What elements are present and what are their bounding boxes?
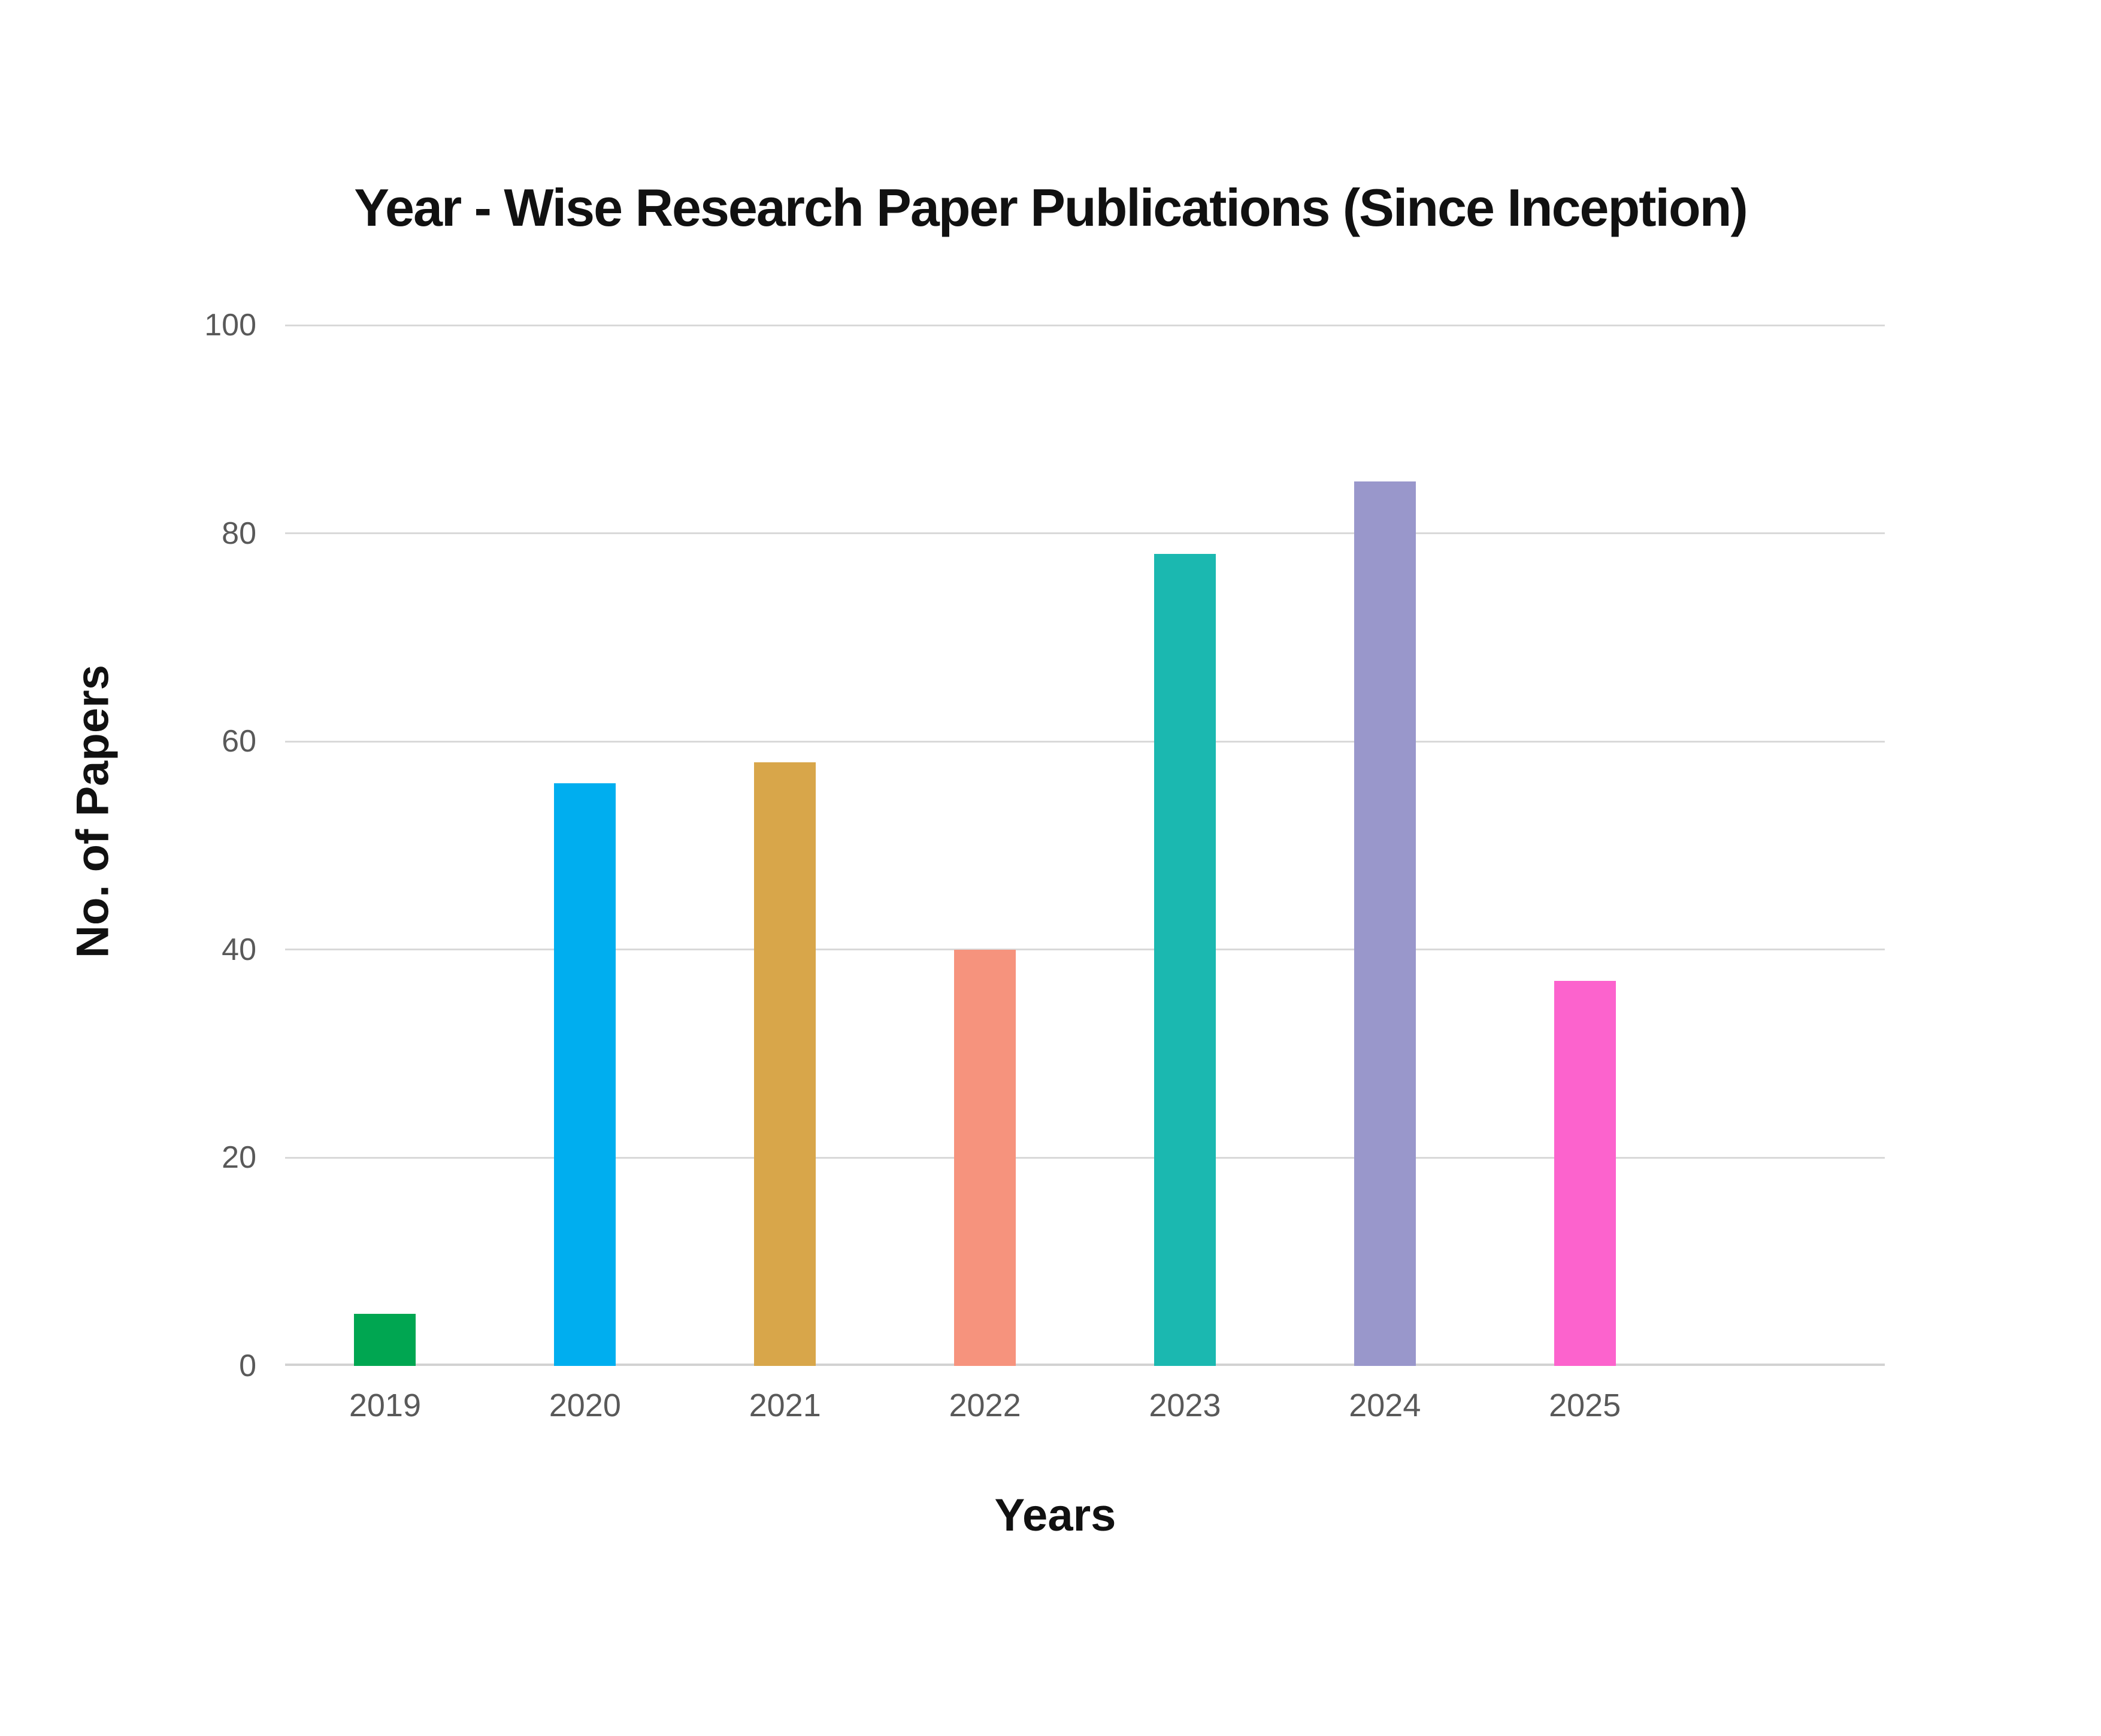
x-tick-label-2025: 2025: [1549, 1387, 1621, 1423]
x-axis-tick-labels: 2019 2020 2021 2022 2023 2024 2025: [285, 1389, 1885, 1431]
bar-2022: [954, 949, 1016, 1366]
bar-2023: [1154, 554, 1216, 1366]
x-tick-label-2019: 2019: [349, 1387, 422, 1423]
y-tick-label-100: 100: [204, 308, 256, 343]
chart-title: Year - Wise Research Paper Publications …: [354, 178, 1748, 237]
gridline-y-20: [285, 1156, 1885, 1159]
bar-2021: [754, 762, 816, 1366]
y-tick-label-0: 0: [239, 1349, 256, 1383]
y-tick-label-80: 80: [222, 516, 256, 551]
x-axis-baseline: [285, 1364, 1885, 1366]
x-axis-title: Years: [994, 1490, 1116, 1541]
y-tick-label-20: 20: [222, 1140, 256, 1175]
gridline-y-100: [285, 324, 1885, 326]
bar-2025: [1554, 980, 1616, 1366]
gridline-y-40: [285, 949, 1885, 951]
x-tick-label-2024: 2024: [1349, 1387, 1421, 1423]
x-tick-label-2020: 2020: [549, 1387, 621, 1423]
bar-2019: [354, 1314, 416, 1366]
bar-2020: [554, 783, 616, 1366]
x-tick-label-2022: 2022: [949, 1387, 1021, 1423]
x-tick-label-2023: 2023: [1149, 1387, 1221, 1423]
plot-area: [285, 324, 1885, 1366]
y-axis-tick-labels: 0 20 40 60 80 100: [0, 310, 256, 1381]
x-tick-label-2021: 2021: [749, 1387, 821, 1423]
y-tick-label-60: 60: [222, 724, 256, 759]
y-tick-label-40: 40: [222, 932, 256, 967]
gridline-y-80: [285, 532, 1885, 535]
gridline-y-60: [285, 740, 1885, 743]
bar-2024: [1354, 481, 1416, 1366]
